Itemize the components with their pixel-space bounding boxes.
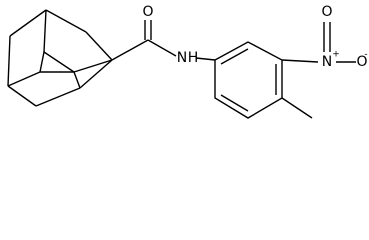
oxygen-charge: - bbox=[364, 50, 367, 60]
carbonyl-oxygen: O bbox=[142, 4, 153, 20]
amide-nitrogen: N bbox=[177, 50, 187, 66]
nitro-oxygen: O bbox=[356, 54, 367, 70]
nitro-oxygen-top: O bbox=[321, 4, 332, 20]
nitro-nitrogen: N bbox=[322, 54, 332, 70]
bonds bbox=[7, 9, 356, 119]
nitro-charge: + bbox=[332, 50, 340, 60]
molecule-diagram: O N H N + O - O bbox=[7, 4, 368, 119]
amide-hydrogen: H bbox=[188, 50, 199, 66]
